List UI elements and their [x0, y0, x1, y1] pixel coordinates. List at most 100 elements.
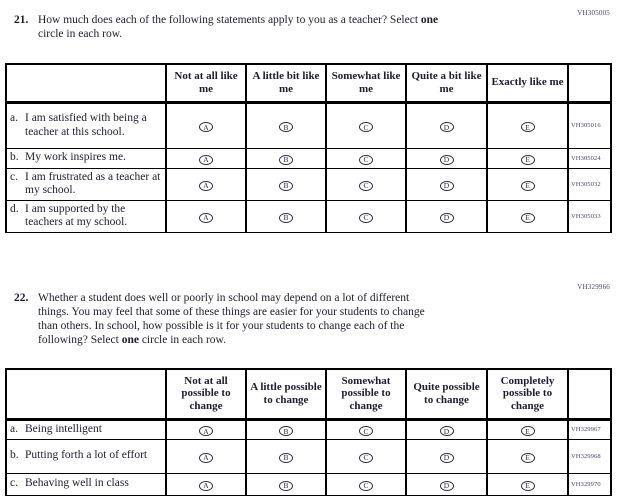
q21-row-d-option-cell: E	[486, 199, 569, 233]
q21-header-empty	[5, 63, 167, 104]
answer-bubble-c[interactable]: C	[359, 426, 373, 437]
answer-bubble-b[interactable]: B	[279, 122, 293, 133]
question-21-table: Not at all like me A little bit like me …	[5, 63, 612, 233]
answer-bubble-c[interactable]: C	[359, 154, 373, 165]
row-statement-text: I am supported by the teachers at my sch…	[25, 202, 128, 228]
answer-bubble-d[interactable]: D	[439, 122, 454, 133]
answer-bubble-c[interactable]: C	[359, 480, 373, 491]
q22-header-col-4: Quite possible to change	[405, 368, 488, 421]
answer-bubble-a[interactable]: A	[199, 122, 213, 133]
q21-row-d-statement: d. I am supported by the teachers at my …	[5, 199, 167, 233]
answer-bubble-c[interactable]: C	[359, 180, 373, 191]
question-21-bold-word: one	[420, 14, 439, 26]
answer-bubble-d[interactable]: D	[439, 426, 454, 437]
q22-header-col-2: A little possible to change	[245, 368, 327, 421]
row-statement-text: Being intelligent	[25, 422, 102, 435]
q21-header-col-4: Quite a bit like me	[405, 63, 488, 104]
q21-row-b-option-cell: C	[325, 147, 407, 169]
answer-bubble-d[interactable]: D	[439, 212, 454, 223]
question-21-line1: How much does each of the following stat…	[38, 14, 419, 26]
answer-bubble-e[interactable]: E	[520, 154, 535, 165]
table-row: a. Being intelligent A B C D E VH329967	[5, 418, 612, 440]
q21-row-a-option-cell: D	[405, 101, 488, 149]
answer-bubble-e[interactable]: E	[520, 180, 535, 191]
table-row: b. Putting forth a lot of effort A B C D…	[5, 438, 612, 474]
answer-bubble-b[interactable]: B	[279, 180, 293, 191]
question-22-text: Whether a student does well or poorly in…	[38, 291, 425, 347]
q21-row-c-option-cell: B	[245, 167, 327, 201]
q22-row-a-option-cell: A	[165, 418, 247, 440]
q22-row-c-statement: c. Behaving well in class	[5, 472, 167, 496]
question-21-line2: circle in each row.	[38, 28, 123, 41]
answer-bubble-a[interactable]: A	[199, 426, 213, 437]
question-22-table: Not at all possible to change A little p…	[5, 368, 612, 496]
row-accession-code: VH305032	[567, 167, 612, 201]
question-21: 21. How much does each of the following …	[14, 13, 484, 41]
answer-bubble-d[interactable]: D	[439, 154, 454, 165]
q21-row-b-option-cell: A	[165, 147, 247, 169]
answer-bubble-a[interactable]: A	[199, 154, 213, 165]
q22-header-empty	[5, 368, 167, 421]
q21-row-b-option-cell: D	[405, 147, 488, 169]
answer-bubble-d[interactable]: D	[439, 452, 454, 463]
row-accession-code: VH305033	[567, 199, 612, 233]
q21-row-c-option-cell: E	[486, 167, 569, 201]
q22-row-b-option-cell: C	[325, 438, 407, 474]
question-22-line4-end: circle in each row.	[141, 334, 226, 347]
q21-row-b-statement: b. My work inspires me.	[5, 147, 167, 169]
q21-row-d-option-cell: D	[405, 199, 488, 233]
table-row: a. I am satisfied with being a teacher a…	[5, 101, 612, 149]
q21-header-code-col	[567, 63, 612, 104]
q21-row-c-option-cell: D	[405, 167, 488, 201]
question-22-line2: things. You may feel that some of these …	[38, 306, 425, 319]
answer-bubble-e[interactable]: E	[520, 480, 535, 491]
answer-bubble-e[interactable]: E	[520, 452, 535, 463]
row-letter: c.	[10, 477, 18, 490]
answer-bubble-b[interactable]: B	[279, 154, 293, 165]
answer-bubble-b[interactable]: B	[279, 452, 293, 463]
answer-bubble-b[interactable]: B	[279, 212, 293, 223]
q22-row-a-option-cell: C	[325, 418, 407, 440]
answer-bubble-e[interactable]: E	[520, 122, 535, 133]
row-statement-text: Putting forth a lot of effort	[25, 449, 148, 462]
q22-header-col-1: Not at all possible to change	[165, 368, 247, 421]
answer-bubble-d[interactable]: D	[439, 180, 454, 191]
answer-bubble-d[interactable]: D	[439, 480, 454, 491]
q21-header-col-1: Not at all like me	[165, 63, 247, 104]
q21-row-a-option-cell: A	[165, 101, 247, 149]
question-21-text: How much does each of the following stat…	[38, 13, 438, 41]
answer-bubble-c[interactable]: C	[359, 122, 373, 133]
question-22: 22. Whether a student does well or poorl…	[14, 291, 499, 347]
row-letter: a.	[10, 422, 18, 435]
row-accession-code: VH305016	[567, 101, 612, 149]
q22-row-a-option-cell: B	[245, 418, 327, 440]
row-statement-text: Behaving well in class	[25, 477, 129, 490]
q22-row-b-statement: b. Putting forth a lot of effort	[5, 438, 167, 474]
q21-row-d-option-cell: B	[245, 199, 327, 233]
q21-row-d-option-cell: A	[165, 199, 247, 233]
answer-bubble-a[interactable]: A	[199, 212, 213, 223]
answer-bubble-b[interactable]: B	[279, 426, 293, 437]
answer-bubble-c[interactable]: C	[359, 452, 373, 463]
answer-bubble-a[interactable]: A	[199, 480, 213, 491]
answer-bubble-e[interactable]: E	[520, 212, 535, 223]
row-letter: c.	[10, 170, 18, 183]
q22-row-c-option-cell: C	[325, 472, 407, 496]
table-row: c. Behaving well in class A B C D E VH32…	[5, 472, 612, 496]
row-statement-text: I am satisfied with being a teacher at t…	[25, 112, 147, 138]
answer-bubble-a[interactable]: A	[199, 452, 213, 463]
answer-bubble-e[interactable]: E	[520, 426, 535, 437]
question-22-number: 22.	[14, 292, 29, 304]
q22-header-col-5: Completely possible to change	[486, 368, 569, 421]
q22-row-a-option-cell: D	[405, 418, 488, 440]
answer-bubble-b[interactable]: B	[279, 480, 293, 491]
q22-row-b-option-cell: B	[245, 438, 327, 474]
question-22-bold-word: one	[121, 334, 139, 347]
answer-bubble-c[interactable]: C	[359, 212, 373, 223]
row-accession-code: VH329967	[567, 418, 612, 440]
answer-bubble-a[interactable]: A	[199, 180, 213, 191]
q21-row-b-option-cell: B	[245, 147, 327, 169]
q22-row-c-option-cell: B	[245, 472, 327, 496]
row-letter: a.	[10, 112, 18, 125]
q22-header-col-3: Somewhat possible to change	[325, 368, 407, 421]
